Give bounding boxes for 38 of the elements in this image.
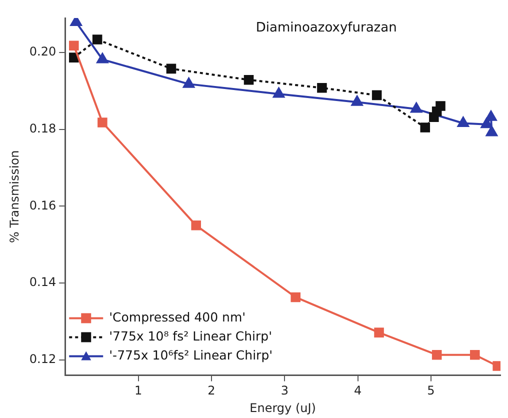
point [432,350,442,360]
point [273,88,285,98]
x-tick-label: 5 [427,384,435,398]
y-tick-label: 0.14 [29,275,56,290]
point [166,64,176,74]
x-axis-title: Energy (uJ) [250,400,316,415]
point [420,122,430,132]
point [457,116,469,127]
y-tick-label: 0.12 [29,352,56,366]
legend-label: '775x 10⁸ fs² Linear Chirp' [109,328,272,344]
y-tick-label: 0.16 [29,198,56,212]
point [374,328,384,338]
point [410,102,422,113]
point [244,74,254,85]
point [98,118,108,128]
x-tick-label: 2 [208,384,216,398]
point [96,52,108,64]
point [290,292,301,302]
x-tick-label: 1 [134,384,142,398]
point [183,78,195,88]
x-tick-label: 3 [280,384,288,398]
legend-label: 'Compressed 400 nm' [109,309,246,324]
point [470,350,480,360]
point [372,90,382,100]
point [436,101,446,111]
y-tick-label: 0.20 [29,44,56,59]
point [92,34,102,44]
chart-title: Diaminoazoxyfurazan [256,20,397,36]
y-axis-title: % Transmission [7,150,22,243]
legend-label: '-775x 10⁶fs² Linear Chirp' [109,347,273,362]
x-tick-label: 4 [354,384,362,398]
y-tick-label: 0.18 [29,122,56,136]
point [485,110,497,121]
point [317,83,327,93]
point [191,220,201,230]
point [486,126,498,136]
point [69,40,79,51]
point [351,96,363,106]
